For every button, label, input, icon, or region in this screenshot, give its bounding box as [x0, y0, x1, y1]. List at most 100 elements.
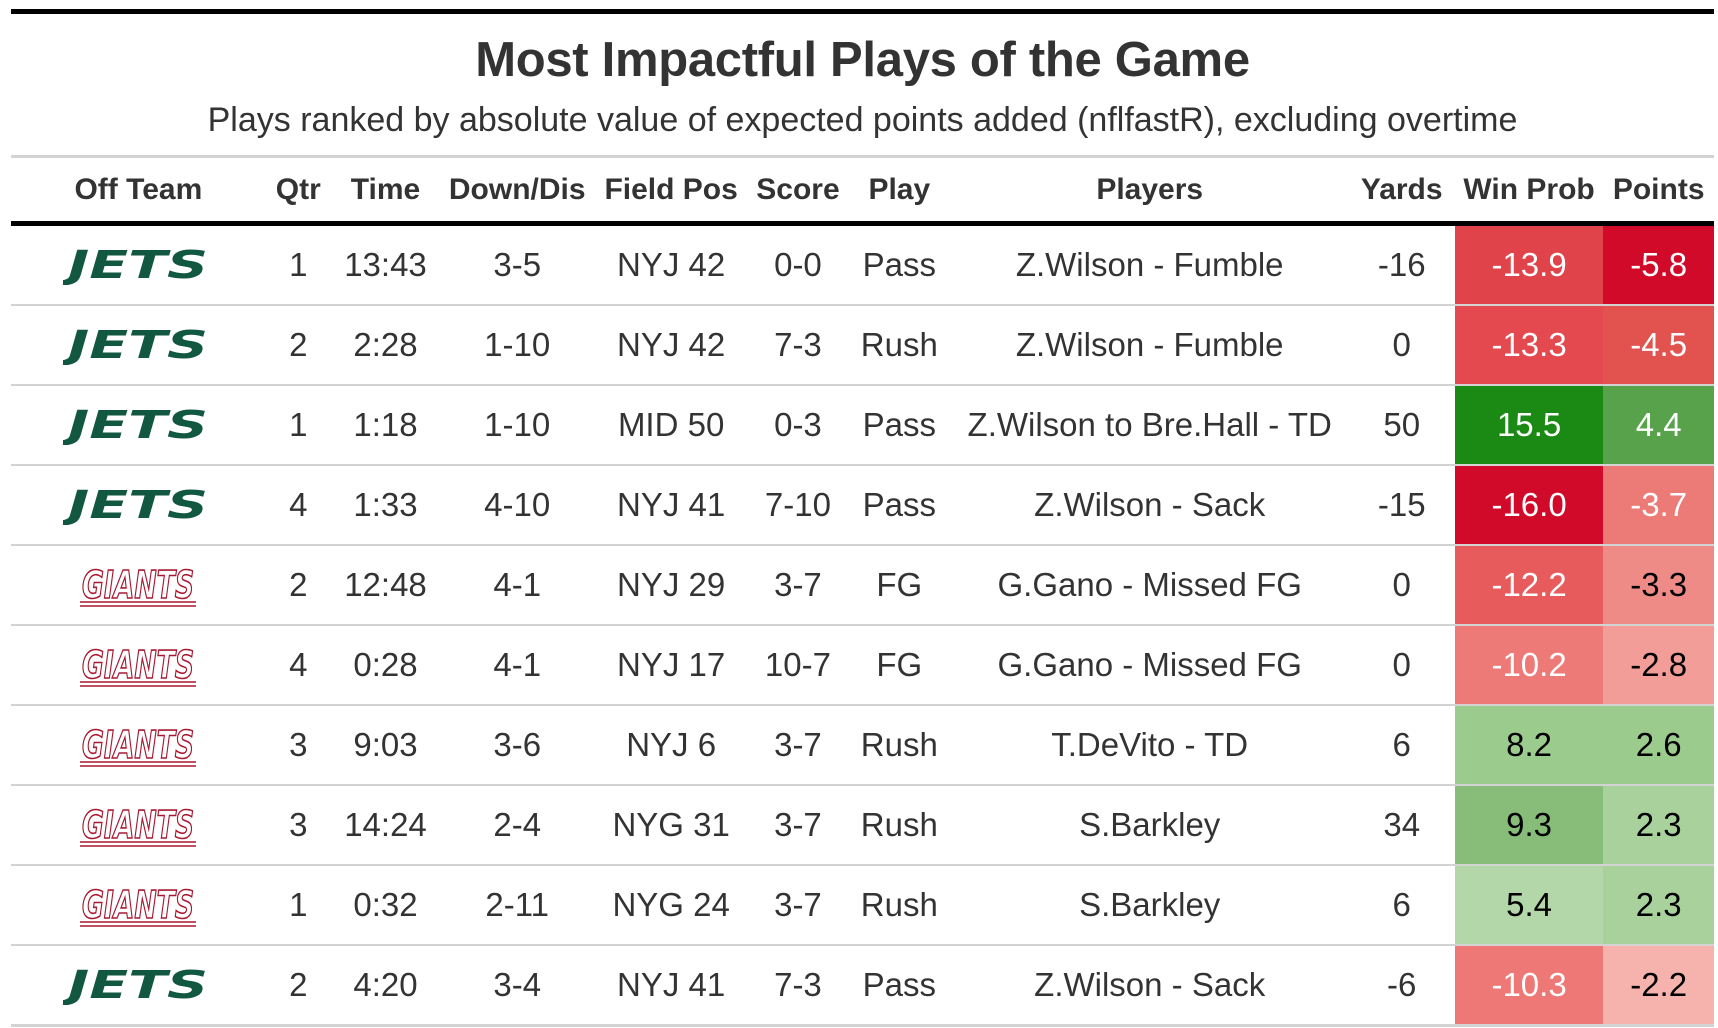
cell-off-team: GIANTS [11, 545, 266, 626]
cell-players: T.DeVito - TD [950, 705, 1349, 786]
page-title: Most Impactful Plays of the Game [475, 33, 1250, 87]
cell-time: 0:32 [330, 865, 441, 946]
cell-win-prob: -16.0 [1454, 465, 1604, 546]
cell-win-prob: -13.3 [1454, 305, 1604, 386]
cell-points: 4.4 [1603, 385, 1714, 466]
cell-down-dis: 3-4 [440, 945, 595, 1027]
cell-qtr: 2 [265, 945, 331, 1027]
cell-field-pos: NYG 24 [594, 865, 749, 946]
cell-players: Z.Wilson - Sack [950, 945, 1349, 1027]
col-header-players: Players [950, 158, 1349, 226]
cell-play: Rush [847, 305, 951, 386]
cell-points: 2.6 [1603, 705, 1714, 786]
cell-points: -4.5 [1603, 305, 1714, 386]
cell-down-dis: 2-11 [440, 865, 595, 946]
svg-text:GIANTS: GIANTS [82, 803, 194, 847]
cell-qtr: 3 [265, 705, 331, 786]
svg-text:GIANTS: GIANTS [82, 643, 194, 687]
cell-players: S.Barkley [950, 865, 1349, 946]
cell-qtr: 3 [265, 785, 331, 866]
table-row: JETS 1 1:18 1-10 MID 50 0-3 Pass Z.Wilson to Br… [11, 385, 1714, 466]
cell-yards: 50 [1348, 385, 1455, 466]
cell-score: 10-7 [748, 625, 848, 706]
cell-down-dis: 3-5 [440, 223, 595, 306]
col-header-win-prob: Win Prob [1454, 158, 1604, 226]
cell-time: 13:43 [330, 223, 441, 306]
giants-logo-icon: GIANTS [80, 562, 197, 608]
header-row: Off Team Qtr Time Down/Dis Field Pos Sco… [11, 158, 1714, 226]
svg-text:JETS: JETS [63, 405, 208, 445]
cell-points: -2.2 [1603, 945, 1714, 1027]
cell-points: -3.3 [1603, 545, 1714, 626]
svg-text:GIANTS: GIANTS [82, 563, 194, 607]
cell-time: 9:03 [330, 705, 441, 786]
cell-time: 2:28 [330, 305, 441, 386]
cell-field-pos: NYJ 42 [594, 223, 749, 306]
cell-win-prob: 15.5 [1454, 385, 1604, 466]
col-header-yards: Yards [1348, 158, 1455, 226]
giants-logo-icon: GIANTS [80, 882, 197, 928]
cell-down-dis: 3-6 [440, 705, 595, 786]
cell-down-dis: 1-10 [440, 385, 595, 466]
svg-text:GIANTS: GIANTS [82, 883, 194, 927]
cell-qtr: 4 [265, 465, 331, 546]
cell-time: 4:20 [330, 945, 441, 1027]
cell-yards: 6 [1348, 865, 1455, 946]
col-header-off-team: Off Team [11, 158, 266, 226]
cell-yards: 0 [1348, 305, 1455, 386]
jets-logo-icon: JETS [63, 245, 208, 285]
plays-table: Off Team Qtr Time Down/Dis Field Pos Sco… [11, 158, 1714, 1027]
cell-play: Pass [847, 465, 951, 546]
jets-logo-icon: JETS [63, 965, 208, 1005]
cell-win-prob: -13.9 [1454, 223, 1604, 306]
table-row: GIANTS 2 12:48 4-1 NYJ 29 3-7 FG G.Gano - Misse… [11, 545, 1714, 626]
cell-play: Pass [847, 945, 951, 1027]
cell-points: -5.8 [1603, 223, 1714, 306]
cell-off-team: JETS [11, 305, 266, 386]
cell-score: 7-3 [748, 945, 848, 1027]
cell-down-dis: 2-4 [440, 785, 595, 866]
cell-players: Z.Wilson to Bre.Hall - TD [950, 385, 1349, 466]
giants-logo-icon: GIANTS [80, 642, 197, 688]
cell-yards: 0 [1348, 625, 1455, 706]
col-header-down-dis: Down/Dis [440, 158, 595, 226]
cell-time: 0:28 [330, 625, 441, 706]
cell-score: 3-7 [748, 705, 848, 786]
jets-logo-icon: JETS [63, 325, 208, 365]
cell-win-prob: -12.2 [1454, 545, 1604, 626]
cell-field-pos: NYJ 42 [594, 305, 749, 386]
cell-time: 1:18 [330, 385, 441, 466]
table-row: JETS 4 1:33 4-10 NYJ 41 7-10 Pass Z.Wilson - Sa… [11, 465, 1714, 546]
cell-play: Rush [847, 785, 951, 866]
cell-field-pos: NYJ 29 [594, 545, 749, 626]
cell-off-team: GIANTS [11, 625, 266, 706]
cell-yards: 34 [1348, 785, 1455, 866]
col-header-points: Points [1603, 158, 1714, 226]
cell-field-pos: NYG 31 [594, 785, 749, 866]
cell-play: Pass [847, 223, 951, 306]
cell-play: FG [847, 625, 951, 706]
svg-text:JETS: JETS [63, 965, 208, 1005]
table-row: GIANTS 3 9:03 3-6 NYJ 6 3-7 Rush T.DeVito - TD 6… [11, 705, 1714, 786]
cell-play: FG [847, 545, 951, 626]
table-row: GIANTS 3 14:24 2-4 NYG 31 3-7 Rush S.Barkley 34 9… [11, 785, 1714, 866]
cell-qtr: 2 [265, 545, 331, 626]
col-header-field-pos: Field Pos [594, 158, 749, 226]
table-row: JETS 2 4:20 3-4 NYJ 41 7-3 Pass Z.Wilson - Sack… [11, 945, 1714, 1027]
cell-score: 3-7 [748, 865, 848, 946]
svg-text:JETS: JETS [63, 325, 208, 365]
table-row: GIANTS 4 0:28 4-1 NYJ 17 10-7 FG G.Gano - Misse… [11, 625, 1714, 706]
cell-down-dis: 1-10 [440, 305, 595, 386]
cell-players: Z.Wilson - Fumble [950, 223, 1349, 306]
cell-play: Pass [847, 385, 951, 466]
cell-score: 3-7 [748, 785, 848, 866]
cell-down-dis: 4-1 [440, 545, 595, 626]
cell-points: 2.3 [1603, 785, 1714, 866]
subtitle-divider [11, 155, 1714, 158]
cell-field-pos: MID 50 [594, 385, 749, 466]
cell-play: Rush [847, 705, 951, 786]
table-row: GIANTS 1 0:32 2-11 NYG 24 3-7 Rush S.Barkley 6 5.… [11, 865, 1714, 946]
cell-score: 0-0 [748, 223, 848, 306]
cell-qtr: 1 [265, 385, 331, 466]
page-subtitle: Plays ranked by absolute value of expect… [207, 101, 1518, 139]
